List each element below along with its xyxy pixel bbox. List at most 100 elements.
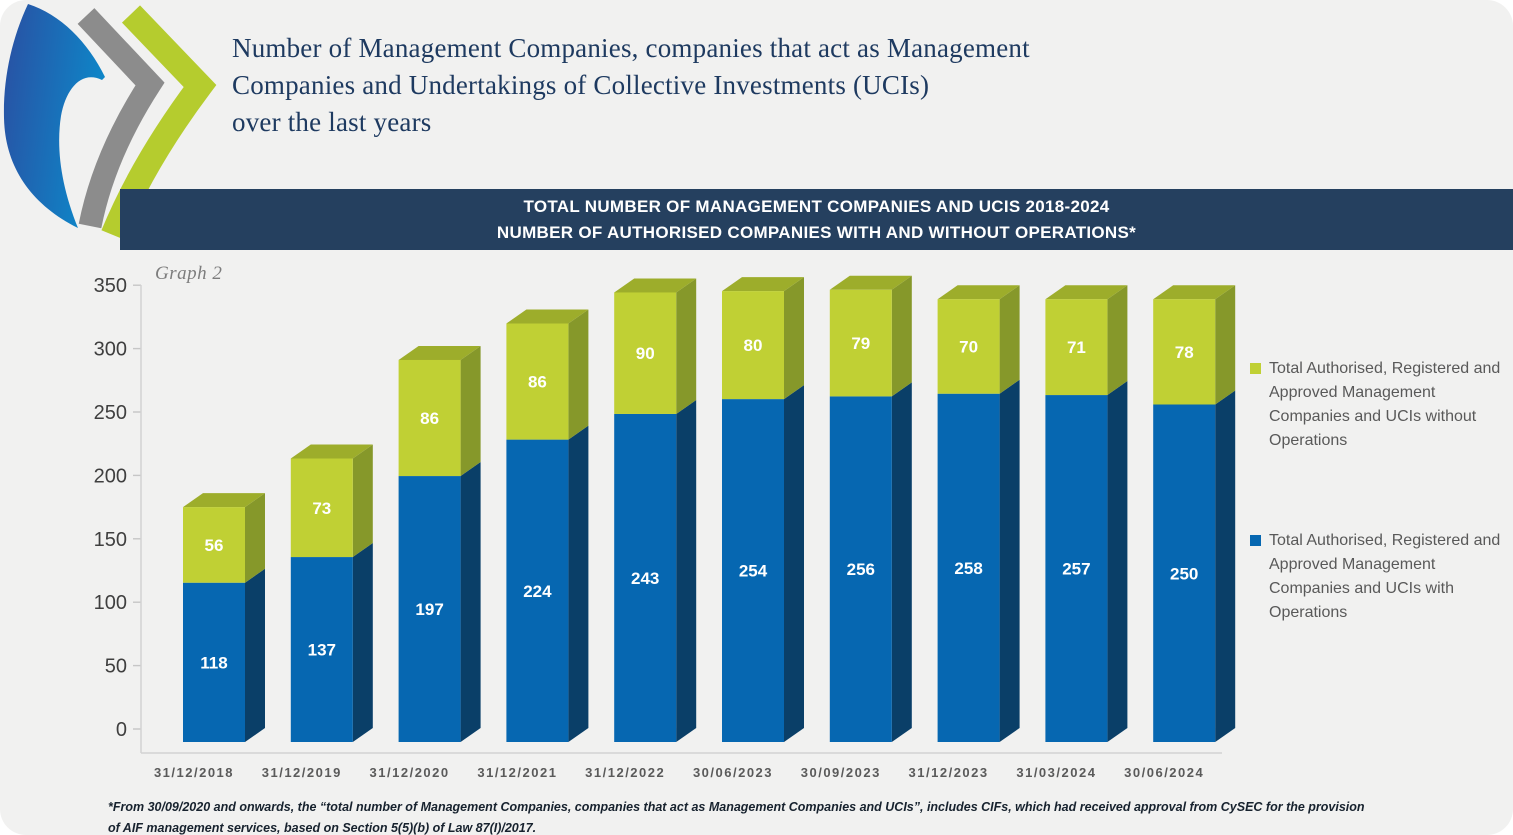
logo-gray-chevron <box>77 8 165 229</box>
bar-side-with-operations <box>1215 390 1236 742</box>
value-label-with-operations: 243 <box>631 569 659 588</box>
graph-number-label: Graph 2 <box>155 263 223 284</box>
bar-segment-without-operations <box>1045 299 1108 396</box>
bar-side-without-operations <box>784 277 804 400</box>
bar-top-without-operations <box>183 493 265 508</box>
bar-top-without-operations <box>1045 285 1128 300</box>
bar-side-with-operations <box>999 379 1020 742</box>
value-label-without-operations: 56 <box>205 536 224 555</box>
bar-segment-without-operations <box>722 291 784 400</box>
logo-blue-swoosh <box>3 4 105 228</box>
legend-swatch-green <box>1250 363 1261 374</box>
bar-side-with-operations <box>891 382 912 742</box>
bar-side-without-operations <box>245 493 265 583</box>
bar-segment-with-operations <box>937 393 1000 742</box>
bar-side-without-operations <box>891 275 912 397</box>
value-label-with-operations: 257 <box>1062 560 1090 579</box>
y-axis-tick-label: 300 <box>94 339 127 361</box>
bar-side-without-operations <box>999 285 1020 394</box>
legend-item-with-operations: Total Authorised, Registered and Approve… <box>1250 529 1506 625</box>
bar-top-without-operations <box>506 309 589 324</box>
x-axis-category-label: 31/12/2021 <box>477 765 557 780</box>
bar-top-without-operations <box>398 345 481 360</box>
x-axis-category-label: 31/12/2020 <box>370 765 450 780</box>
footnote: *From 30/09/2020 and onwards, the “total… <box>108 797 1438 835</box>
bar-side-without-operations <box>460 345 481 477</box>
bar-side-without-operations <box>676 278 697 414</box>
bar-segment-with-operations <box>506 439 569 742</box>
chart-title-banner: TOTAL NUMBER OF MANAGEMENT COMPANIES AND… <box>120 189 1513 250</box>
legend-label-without-operations: Total Authorised, Registered and Approve… <box>1269 360 1501 449</box>
bar-segment-without-operations <box>1153 299 1216 405</box>
value-label-with-operations: 224 <box>523 582 552 601</box>
bar-side-with-operations <box>1107 381 1128 742</box>
bar-top-without-operations <box>290 444 373 459</box>
bar-segment-with-operations <box>829 396 892 742</box>
bar-top-without-operations <box>722 277 804 292</box>
bar-segment-without-operations <box>614 292 677 414</box>
legend-item-without-operations: Total Authorised, Registered and Approve… <box>1250 357 1506 453</box>
value-label-without-operations: 73 <box>312 499 331 518</box>
bar-top-without-operations <box>829 275 912 290</box>
footnote-line2: of AIF management services, based on Sec… <box>108 821 537 835</box>
legend-swatch-blue <box>1250 535 1261 546</box>
x-axis-category-label: 31/12/2022 <box>585 765 665 780</box>
bar-side-without-operations <box>568 309 589 440</box>
y-axis-tick-label: 100 <box>94 592 127 614</box>
x-axis-category-label: 30/06/2023 <box>693 765 773 780</box>
page-title-line2: Companies and Undertakings of Collective… <box>232 70 930 100</box>
x-axis-category-label: 31/12/2019 <box>262 765 342 780</box>
value-label-without-operations: 80 <box>744 336 763 355</box>
x-axis-category-label: 30/06/2024 <box>1124 765 1204 780</box>
bar-segment-without-operations <box>829 289 892 397</box>
bar-segment-with-operations <box>1153 404 1216 742</box>
legend-label-with-operations: Total Authorised, Registered and Approve… <box>1269 532 1501 621</box>
value-label-without-operations: 86 <box>420 409 439 428</box>
page-title-line3: over the last years <box>232 107 432 137</box>
x-axis-category-label: 31/12/2023 <box>909 765 989 780</box>
value-label-without-operations: 86 <box>528 373 547 392</box>
page-title-line1: Number of Management Companies, companie… <box>232 33 1030 63</box>
value-label-without-operations: 71 <box>1067 338 1086 357</box>
x-axis-category-label: 30/09/2023 <box>801 765 881 780</box>
bar-segment-without-operations <box>290 458 353 558</box>
value-label-without-operations: 70 <box>959 337 978 356</box>
bar-side-without-operations <box>352 444 373 558</box>
y-axis-tick-label: 0 <box>116 719 127 741</box>
page-title: Number of Management Companies, companie… <box>232 30 1282 141</box>
y-axis-tick-label: 350 <box>94 275 127 297</box>
bar-top-without-operations <box>937 285 1020 300</box>
y-axis-tick-label: 200 <box>94 465 127 487</box>
bar-side-with-operations <box>784 385 804 742</box>
bar-segment-with-operations <box>614 413 677 742</box>
chart-title-line1: TOTAL NUMBER OF MANAGEMENT COMPANIES AND… <box>523 196 1110 216</box>
x-axis-category-label: 31/03/2024 <box>1016 765 1096 780</box>
bar-segment-with-operations <box>722 399 784 742</box>
bar-segment-without-operations <box>937 299 1000 394</box>
bar-segment-without-operations <box>398 359 461 477</box>
bar-side-with-operations <box>568 425 589 742</box>
bar-segment-with-operations <box>398 476 461 742</box>
y-axis-tick-label: 50 <box>105 656 127 678</box>
bar-segment-without-operations <box>506 323 569 440</box>
bar-segment-with-operations <box>290 557 353 742</box>
value-label-with-operations: 258 <box>954 559 982 578</box>
value-label-with-operations: 254 <box>739 562 768 581</box>
value-label-with-operations: 137 <box>308 641 336 660</box>
bar-side-without-operations <box>1107 285 1128 396</box>
value-label-with-operations: 250 <box>1170 564 1198 583</box>
value-label-with-operations: 197 <box>415 600 443 619</box>
bar-segment-with-operations <box>1045 395 1108 742</box>
x-axis-category-label: 31/12/2018 <box>154 765 234 780</box>
value-label-with-operations: 256 <box>847 560 875 579</box>
y-axis-tick-label: 250 <box>94 402 127 424</box>
bar-side-without-operations <box>1215 285 1236 405</box>
bar-side-with-operations <box>460 462 481 742</box>
bar-segment-with-operations <box>183 582 245 742</box>
bar-top-without-operations <box>614 278 697 293</box>
chart-title-line2: NUMBER OF AUTHORISED COMPANIES WITH AND … <box>496 222 1137 242</box>
bar-segment-without-operations <box>183 507 245 583</box>
value-label-without-operations: 78 <box>1175 343 1194 362</box>
bar-side-with-operations <box>676 399 697 742</box>
